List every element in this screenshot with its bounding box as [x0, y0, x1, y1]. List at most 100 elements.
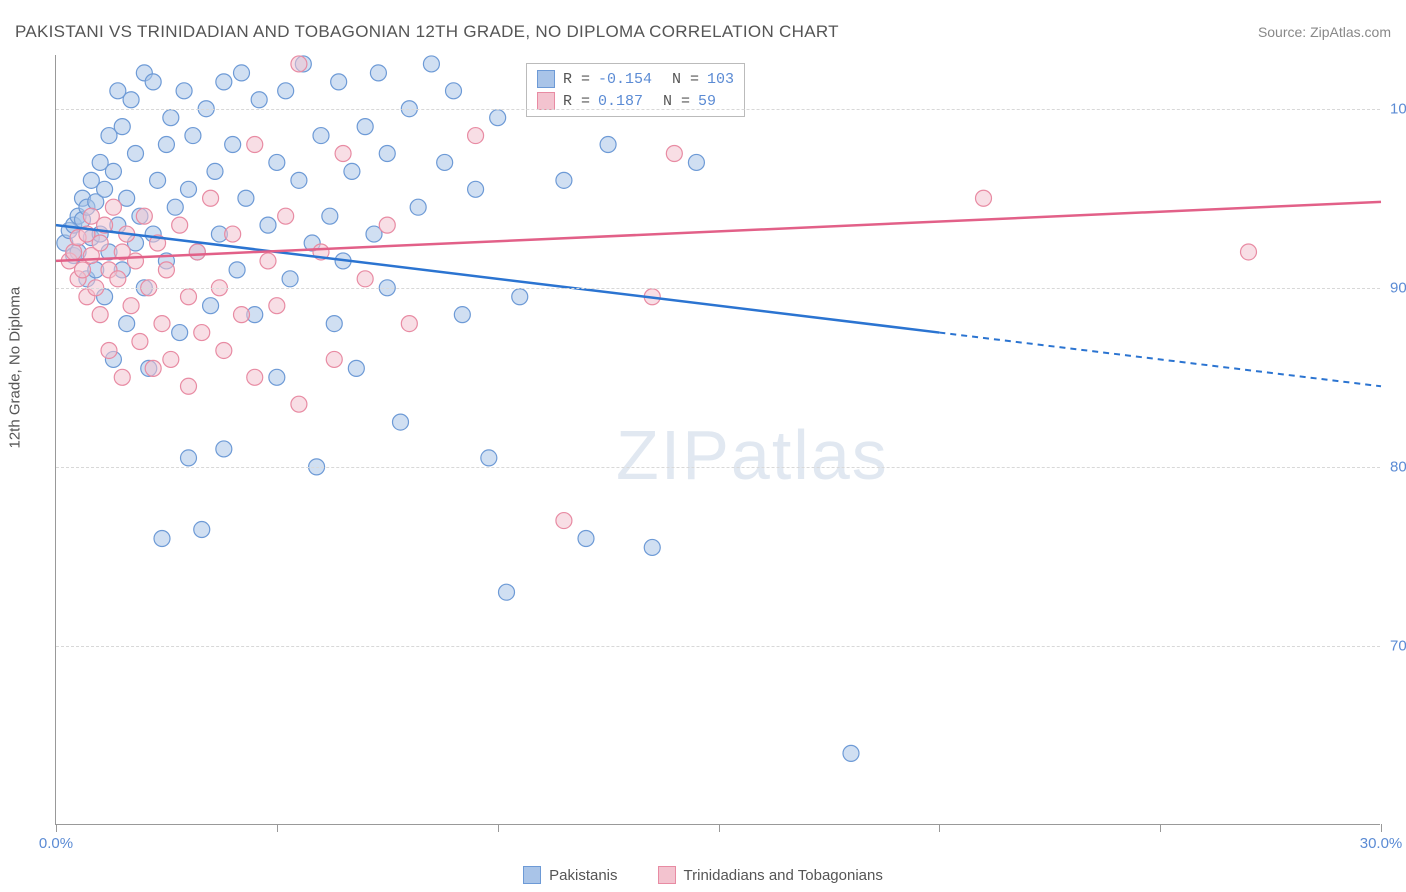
legend-item: Trinidadians and Tobagonians: [658, 866, 883, 884]
data-point: [269, 154, 285, 170]
x-tick-label: 0.0%: [39, 835, 73, 852]
data-point: [481, 450, 497, 466]
data-point: [181, 181, 197, 197]
stats-row: R =-0.154N =103: [537, 68, 734, 90]
stat-n-value: 103: [707, 71, 734, 88]
x-tick: [277, 824, 278, 832]
data-point: [291, 56, 307, 72]
source-label: Source: ZipAtlas.com: [1258, 24, 1391, 40]
data-point: [379, 145, 395, 161]
data-point: [194, 522, 210, 538]
legend-label: Pakistanis: [549, 867, 617, 884]
data-point: [101, 342, 117, 358]
legend-item: Pakistanis: [523, 866, 617, 884]
data-point: [216, 342, 232, 358]
data-point: [105, 199, 121, 215]
data-point: [578, 530, 594, 546]
data-point: [203, 298, 219, 314]
data-point: [282, 271, 298, 287]
data-point: [229, 262, 245, 278]
data-point: [136, 208, 152, 224]
data-point: [644, 539, 660, 555]
data-point: [688, 154, 704, 170]
legend: Pakistanis Trinidadians and Tobagonians: [0, 866, 1406, 884]
gridline-h: [56, 288, 1380, 289]
y-tick-label: 90.0%: [1390, 279, 1406, 296]
stat-r-value: -0.154: [598, 71, 652, 88]
data-point: [181, 450, 197, 466]
gridline-h: [56, 467, 1380, 468]
plot-area: ZIPatlas R =-0.154N =103R = 0.187N = 59 …: [55, 55, 1380, 825]
title-bar: PAKISTANI VS TRINIDADIAN AND TOBAGONIAN …: [15, 18, 1391, 46]
data-point: [468, 181, 484, 197]
data-point: [291, 396, 307, 412]
data-point: [97, 181, 113, 197]
gridline-h: [56, 109, 1380, 110]
data-point: [167, 199, 183, 215]
data-point: [145, 360, 161, 376]
legend-swatch: [523, 866, 541, 884]
data-point: [163, 351, 179, 367]
data-point: [454, 307, 470, 323]
data-point: [189, 244, 205, 260]
data-point: [123, 92, 139, 108]
data-point: [128, 145, 144, 161]
data-point: [512, 289, 528, 305]
data-point: [110, 271, 126, 287]
y-tick-label: 100.0%: [1390, 100, 1406, 117]
data-point: [401, 316, 417, 332]
data-point: [238, 190, 254, 206]
data-point: [357, 271, 373, 287]
data-point: [132, 334, 148, 350]
data-point: [75, 262, 91, 278]
legend-swatch: [658, 866, 676, 884]
data-point: [490, 110, 506, 126]
data-point: [370, 65, 386, 81]
data-point: [123, 298, 139, 314]
data-point: [843, 745, 859, 761]
data-point: [66, 244, 82, 260]
gridline-h: [56, 646, 1380, 647]
data-point: [335, 145, 351, 161]
correlation-chart: PAKISTANI VS TRINIDADIAN AND TOBAGONIAN …: [0, 0, 1406, 892]
data-point: [172, 325, 188, 341]
data-point: [216, 74, 232, 90]
stat-r-label: R =: [563, 71, 590, 88]
data-point: [326, 351, 342, 367]
data-point: [423, 56, 439, 72]
data-point: [247, 137, 263, 153]
data-point: [234, 65, 250, 81]
data-point: [393, 414, 409, 430]
data-point: [326, 316, 342, 332]
data-point: [203, 190, 219, 206]
y-tick-label: 70.0%: [1390, 637, 1406, 654]
data-point: [154, 530, 170, 546]
data-point: [344, 163, 360, 179]
y-tick-label: 80.0%: [1390, 458, 1406, 475]
data-point: [446, 83, 462, 99]
data-point: [348, 360, 364, 376]
y-axis-label: 12th Grade, No Diploma: [7, 287, 24, 449]
data-point: [1241, 244, 1257, 260]
data-point: [260, 253, 276, 269]
data-point: [251, 92, 267, 108]
data-point: [269, 369, 285, 385]
data-point: [600, 137, 616, 153]
data-point: [666, 145, 682, 161]
data-point: [114, 369, 130, 385]
data-point: [322, 208, 338, 224]
trend-line-dashed: [939, 333, 1381, 387]
data-point: [185, 128, 201, 144]
data-point: [92, 235, 108, 251]
trend-line: [56, 202, 1381, 261]
x-tick-label: 30.0%: [1360, 835, 1403, 852]
data-point: [234, 307, 250, 323]
x-tick: [498, 824, 499, 832]
data-point: [468, 128, 484, 144]
data-point: [154, 316, 170, 332]
data-point: [128, 253, 144, 269]
data-point: [150, 172, 166, 188]
stats-swatch: [537, 70, 555, 88]
data-point: [105, 163, 121, 179]
data-point: [499, 584, 515, 600]
